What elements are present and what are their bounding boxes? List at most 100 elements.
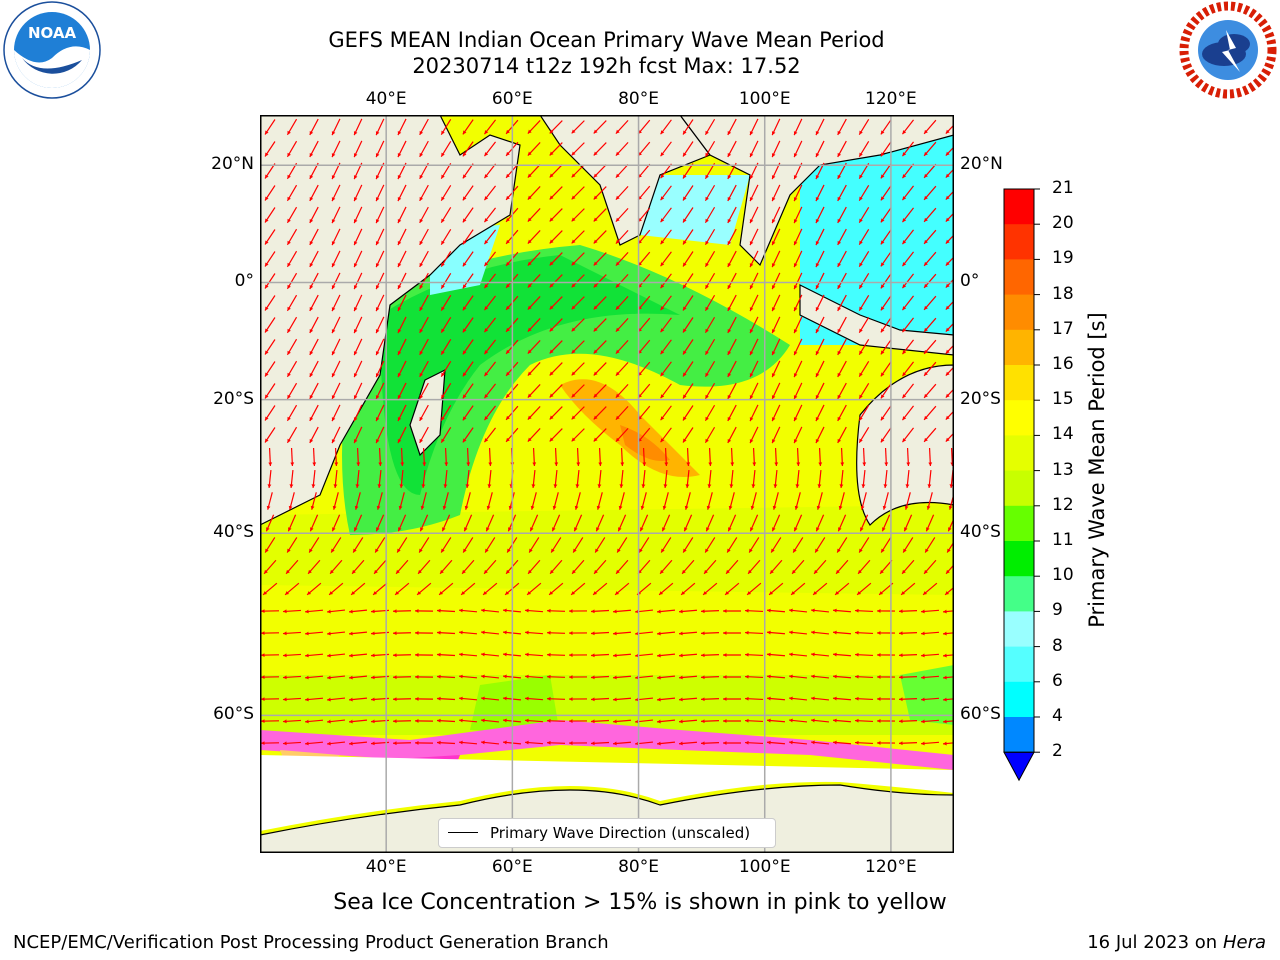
wave-arrow-head <box>309 394 314 399</box>
wave-arrow-head <box>484 240 489 245</box>
wave-arrow-head <box>462 438 467 443</box>
wave-arrow-head <box>593 415 598 420</box>
wave-arrow-head <box>462 196 467 201</box>
wave-arrow-head <box>550 569 554 574</box>
wave-arrow-head <box>506 283 510 288</box>
wave-arrow-head <box>287 328 291 333</box>
wave-arrow-head <box>838 505 843 510</box>
wave-arrow-head <box>288 505 293 510</box>
wave-arrow-head <box>615 393 620 398</box>
wave-arrow-head <box>705 174 709 179</box>
wave-arrow-head <box>593 371 598 376</box>
wave-arrow-head <box>571 305 576 310</box>
wave-arrow-head <box>899 675 903 680</box>
wave-arrow-head <box>527 195 532 200</box>
wave-arrow-head <box>902 394 907 399</box>
wave-arrow-head <box>727 328 732 333</box>
wave-arrow-head <box>837 152 842 157</box>
colorbar-band <box>1004 646 1034 683</box>
wave-arrow-head <box>378 462 383 466</box>
wave-arrow-head <box>881 548 885 553</box>
wave-arrow-head <box>945 195 950 200</box>
wave-arrow-head <box>793 131 798 136</box>
wave-arrow-head <box>268 462 273 466</box>
wave-arrow-head <box>789 696 793 701</box>
wave-arrow-head <box>375 439 380 444</box>
wave-arrow-head <box>596 505 601 510</box>
wave-arrow-head <box>593 283 598 288</box>
wave-arrow-head <box>751 484 756 488</box>
wave-arrow-head <box>287 262 291 267</box>
legend-line-symbol <box>448 832 478 833</box>
wave-arrow-head <box>309 174 314 179</box>
wave-arrow-head <box>660 262 665 267</box>
wave-arrow-head <box>261 697 265 702</box>
wave-arrow-head <box>459 740 463 745</box>
wave-arrow-head <box>591 631 595 636</box>
wave-arrow-head <box>462 372 467 377</box>
wave-arrow-head <box>327 697 331 702</box>
wave-arrow-head <box>664 462 669 466</box>
wave-arrow-head <box>945 151 950 156</box>
wave-arrow-head <box>859 328 863 333</box>
wave-arrow-head <box>745 718 749 723</box>
wave-arrow-head <box>591 741 595 746</box>
wave-arrow-head <box>503 718 507 723</box>
wave-arrow-head <box>815 329 820 334</box>
wave-arrow-head <box>371 719 375 724</box>
colorbar-tick-label: 8 <box>1052 635 1063 656</box>
wave-arrow-head <box>683 328 687 333</box>
wave-arrow-head <box>419 438 424 443</box>
wave-arrow-head <box>283 653 287 658</box>
wave-arrow-head <box>860 527 864 532</box>
colorbar-band <box>1004 681 1034 718</box>
colorbar-band <box>1004 470 1034 507</box>
colorbar-tick-label: 18 <box>1052 283 1074 304</box>
wave-arrow-head <box>642 462 647 466</box>
wave-arrow-head <box>773 484 778 488</box>
wave-arrow-head <box>507 548 511 553</box>
wave-arrow-head <box>552 505 557 510</box>
colorbar-tick-label: 15 <box>1052 389 1074 410</box>
wave-arrow-head <box>349 719 353 724</box>
polar-white-zone <box>260 755 954 831</box>
wave-arrow-head <box>727 152 732 157</box>
wave-arrow-head <box>904 527 908 532</box>
wave-arrow-head <box>615 151 620 156</box>
wave-arrow-head <box>571 349 576 354</box>
wave-arrow-head <box>837 130 842 135</box>
wave-arrow-head <box>593 591 598 595</box>
wave-arrow-head <box>484 218 489 223</box>
wave-arrow-head <box>398 527 402 532</box>
wave-arrow-head <box>792 569 796 574</box>
wave-arrow-head <box>549 283 554 288</box>
wave-arrow-head <box>660 350 665 355</box>
wave-arrow-head <box>902 218 907 223</box>
lon-tick-label: 100°E <box>738 857 791 877</box>
wave-arrow-head <box>349 609 353 614</box>
wave-arrow-head <box>484 394 489 399</box>
wave-arrow-head <box>705 548 709 553</box>
wave-arrow-head <box>525 696 529 701</box>
wave-arrow-head <box>375 351 380 356</box>
wave-arrow-head <box>334 462 339 466</box>
wave-arrow-head <box>484 130 489 135</box>
wave-arrow-head <box>549 129 554 134</box>
wave-arrow-head <box>903 548 907 553</box>
wave-arrow-head <box>419 130 424 135</box>
wave-arrow-head <box>902 174 907 179</box>
wave-arrow-head <box>663 484 668 488</box>
wave-arrow-head <box>484 350 489 355</box>
wave-arrow-head <box>727 438 732 443</box>
wave-arrow-head <box>327 719 331 724</box>
period-zone-12c <box>900 665 954 725</box>
wave-arrow-head <box>814 569 818 574</box>
colorbar-band <box>1004 294 1034 331</box>
wave-arrow-head <box>481 630 485 635</box>
wave-arrow-head <box>817 484 822 488</box>
wave-arrow-head <box>481 740 485 745</box>
wave-arrow-head <box>657 719 661 724</box>
wave-arrow-head <box>462 306 467 311</box>
wave-arrow-head <box>660 328 665 333</box>
wave-arrow-head <box>683 548 687 553</box>
